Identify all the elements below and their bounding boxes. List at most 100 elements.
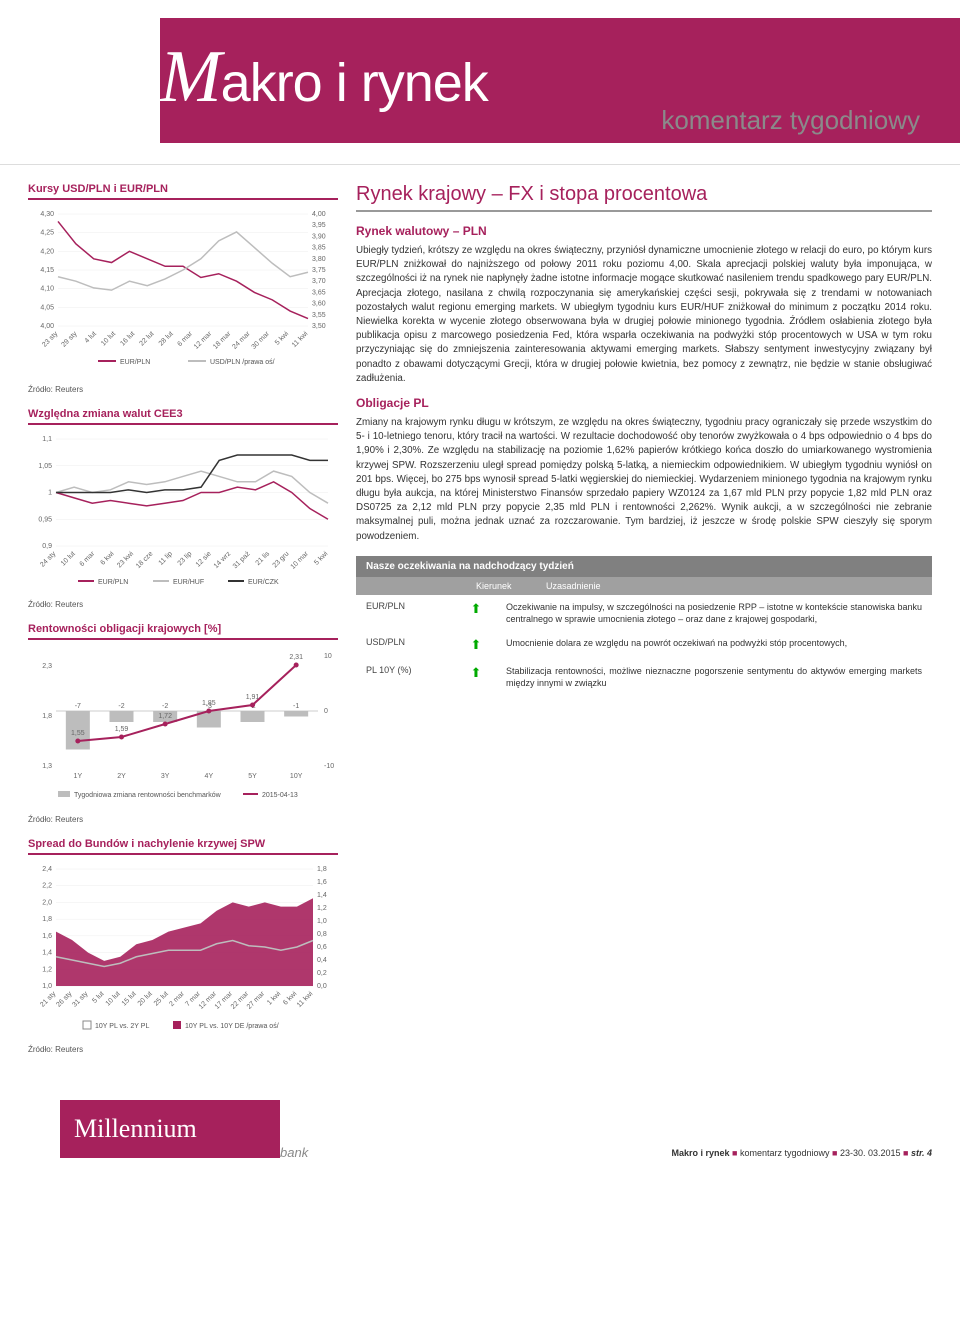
svg-text:15 lut: 15 lut — [121, 990, 138, 1007]
svg-text:4,25: 4,25 — [40, 230, 54, 237]
chart-bonds: Rentowności obligacji krajowych [%] -100… — [28, 623, 338, 824]
expect-subheader: Kierunek Uzasadnienie — [356, 577, 932, 595]
svg-text:3Y: 3Y — [161, 773, 170, 780]
expect-label: PL 10Y (%) — [366, 665, 446, 675]
svg-text:4,15: 4,15 — [40, 267, 54, 274]
svg-text:5Y: 5Y — [248, 773, 257, 780]
svg-text:22 lut: 22 lut — [139, 330, 156, 347]
chart4-svg: 1,01,21,41,61,82,02,22,40,00,20,40,60,81… — [28, 861, 338, 1036]
svg-text:3,95: 3,95 — [312, 222, 326, 229]
expect-row: PL 10Y (%) ⬆ Stabilizacja rentowności, m… — [356, 659, 932, 695]
chart1-svg: 4,004,054,104,154,204,254,303,503,553,60… — [28, 206, 338, 376]
svg-text:24 mar: 24 mar — [231, 330, 252, 351]
svg-text:23 sty: 23 sty — [41, 330, 60, 349]
chart-cee3: Względna zmiana walut CEE3 0,90,9511,051… — [28, 408, 338, 609]
right-column: Rynek krajowy – FX i stopa procentowa Ry… — [356, 183, 932, 1068]
svg-text:5 kwi: 5 kwi — [313, 550, 330, 567]
svg-text:28 lut: 28 lut — [158, 330, 175, 347]
svg-text:1,2: 1,2 — [317, 905, 327, 912]
svg-text:18 cze: 18 cze — [135, 550, 155, 570]
chart4-source: Źródło: Reuters — [28, 1045, 338, 1054]
chart-fx-rates: Kursy USD/PLN i EUR/PLN 4,00 4,05 4,10 4,15… — [28, 183, 338, 394]
svg-text:-1: -1 — [293, 703, 299, 710]
svg-text:-7: -7 — [75, 703, 81, 710]
expect-row: EUR/PLN ⬆ Oczekiwanie na impulsy, w szcz… — [356, 595, 932, 631]
svg-text:4,30: 4,30 — [40, 211, 54, 218]
svg-text:4 lut: 4 lut — [84, 330, 98, 344]
svg-text:1: 1 — [48, 490, 52, 497]
expect-desc: Stabilizacja rentowności, możliwe niezna… — [506, 665, 922, 689]
svg-text:2015-04-13: 2015-04-13 — [262, 792, 298, 799]
left-column: Kursy USD/PLN i EUR/PLN 4,00 4,05 4,10 4,15… — [28, 183, 338, 1068]
svg-text:0,0: 0,0 — [317, 983, 327, 990]
chart3-source: Źródło: Reuters — [28, 815, 338, 824]
svg-text:0,6: 0,6 — [317, 944, 327, 951]
footer-pre: Makro i rynek — [671, 1148, 729, 1158]
svg-text:EUR/HUF: EUR/HUF — [173, 579, 204, 586]
expect-desc: Umocnienie dolara ze względu na powrót o… — [506, 637, 922, 649]
chart1-source: Źródło: Reuters — [28, 385, 338, 394]
svg-text:1,55: 1,55 — [71, 730, 85, 737]
svg-text:20 lut: 20 lut — [137, 990, 154, 1007]
svg-text:16 lut: 16 lut — [119, 330, 136, 347]
svg-text:4,20: 4,20 — [40, 248, 54, 255]
expect-row: USD/PLN ⬆ Umocnienie dolara ze względu n… — [356, 631, 932, 659]
svg-text:1,4: 1,4 — [317, 892, 327, 899]
svg-text:10Y: 10Y — [290, 773, 303, 780]
svg-text:18 mar: 18 mar — [212, 330, 233, 351]
footer-line: Makro i rynek ■ komentarz tygodniowy ■ 2… — [671, 1148, 932, 1158]
svg-text:1,72: 1,72 — [158, 713, 172, 720]
svg-text:25 lut: 25 lut — [153, 990, 170, 1007]
svg-text:4,10: 4,10 — [40, 286, 54, 293]
footer: Millennium bank Makro i rynek ■ komentar… — [0, 1088, 960, 1168]
svg-text:12 sie: 12 sie — [195, 550, 213, 568]
footer-date: 23-30. 03.2015 — [840, 1148, 901, 1158]
svg-text:11 lip: 11 lip — [158, 550, 174, 566]
expectations-table: Nasze oczekiwania na nadchodzący tydzień… — [356, 556, 932, 696]
svg-text:10 lut: 10 lut — [100, 330, 117, 347]
svg-text:Tygodniowa zmiana rentowności: Tygodniowa zmiana rentowności benchmarkó… — [74, 792, 222, 799]
svg-text:3,85: 3,85 — [312, 245, 326, 252]
logo-box: Millennium bank — [60, 1100, 280, 1158]
svg-text:3,75: 3,75 — [312, 267, 326, 274]
svg-text:14 wrz: 14 wrz — [213, 550, 233, 570]
svg-text:26 sty: 26 sty — [55, 990, 74, 1009]
svg-text:0: 0 — [324, 708, 328, 715]
svg-text:4,05: 4,05 — [40, 304, 54, 311]
svg-text:23 lip: 23 lip — [177, 550, 194, 567]
logo-sub: bank — [280, 1145, 308, 1160]
square-icon: ■ — [832, 1148, 840, 1158]
svg-text:24 sty: 24 sty — [39, 550, 58, 569]
svg-text:3,65: 3,65 — [312, 289, 326, 296]
section2-head: Obligacje PL — [356, 396, 932, 410]
svg-text:1,2: 1,2 — [42, 966, 52, 973]
chart2-title: Względna zmiana walut CEE3 — [28, 408, 338, 425]
svg-text:4,00: 4,00 — [40, 323, 54, 330]
expect-desc: Oczekiwanie na impulsy, w szczególności … — [506, 601, 922, 625]
svg-text:29 sty: 29 sty — [60, 330, 79, 349]
svg-text:3,90: 3,90 — [312, 233, 326, 240]
svg-text:4,00: 4,00 — [312, 211, 326, 218]
svg-text:10 mar: 10 mar — [290, 550, 311, 571]
col-direction: Kierunek — [476, 581, 546, 591]
svg-text:2Y: 2Y — [117, 773, 126, 780]
svg-text:3,50: 3,50 — [312, 323, 326, 330]
expect-header: Nasze oczekiwania na nadchodzący tydzień — [356, 556, 932, 577]
chart4-title: Spread do Bundów i nachylenie krzywej SP… — [28, 838, 338, 855]
svg-text:6 mar: 6 mar — [176, 330, 194, 348]
svg-text:1,3: 1,3 — [42, 763, 52, 770]
chart1-title: Kursy USD/PLN i EUR/PLN — [28, 183, 338, 200]
svg-text:1,59: 1,59 — [115, 726, 129, 733]
svg-text:2,3: 2,3 — [42, 663, 52, 670]
svg-text:30 mar: 30 mar — [251, 330, 272, 351]
arrow-up-icon: ⬆ — [446, 601, 506, 617]
svg-text:31 paź: 31 paź — [232, 550, 252, 570]
chart2-source: Źródło: Reuters — [28, 600, 338, 609]
svg-text:10Y PL vs. 2Y PL: 10Y PL vs. 2Y PL — [95, 1023, 149, 1030]
svg-text:2,4: 2,4 — [42, 866, 52, 873]
svg-text:EUR/PLN: EUR/PLN — [98, 579, 128, 586]
svg-text:1,8: 1,8 — [317, 866, 327, 873]
svg-text:1Y: 1Y — [74, 773, 83, 780]
svg-text:3,80: 3,80 — [312, 256, 326, 263]
svg-text:1,1: 1,1 — [42, 436, 52, 443]
